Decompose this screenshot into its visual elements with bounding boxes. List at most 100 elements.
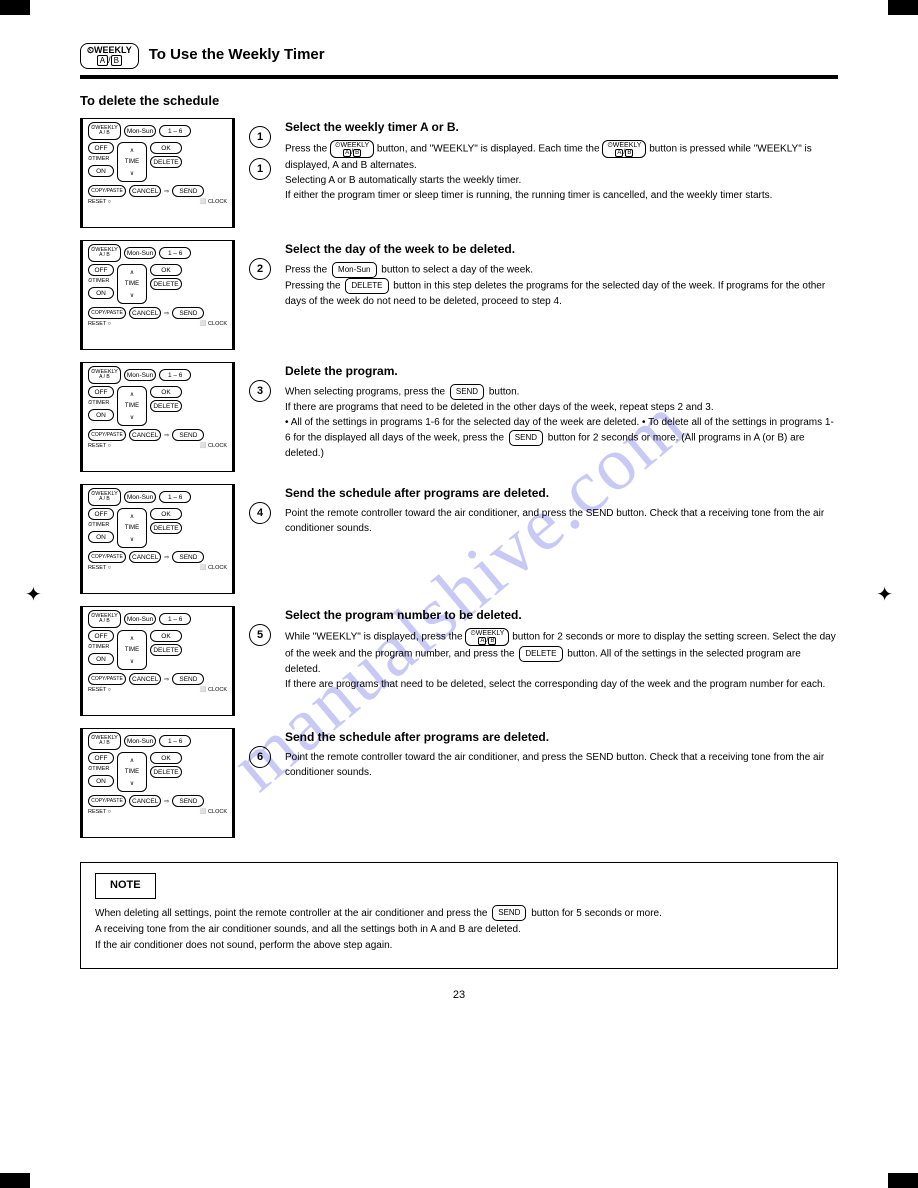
- inline-send-button: SEND: [509, 430, 543, 446]
- step-number-circle: 1: [249, 126, 271, 148]
- cancel-button: CANCEL: [129, 429, 161, 441]
- reset-label: RESET ○: [88, 321, 111, 327]
- mon-sun-button: Mon-Sun: [124, 369, 156, 381]
- inline-send-button: SEND: [450, 384, 484, 400]
- cancel-button: CANCEL: [129, 307, 161, 319]
- reset-label: RESET ○: [88, 199, 111, 205]
- off-button: OFF: [88, 142, 114, 154]
- inline-weekly-badge: ⏲WEEKLYA/B: [602, 140, 646, 158]
- ok-button: OK: [150, 142, 182, 154]
- delete-button: DELETE: [150, 400, 182, 412]
- crop-mark-tr: [888, 0, 918, 15]
- step-title: Delete the program.: [285, 362, 838, 380]
- on-button: ON: [88, 165, 114, 177]
- step-title: Select the weekly timer A or B.: [285, 118, 838, 136]
- copy-paste-button: COPY/PASTE: [88, 429, 126, 441]
- clock-label: ⬜ CLOCK: [200, 809, 227, 815]
- note-label: NOTE: [95, 873, 156, 899]
- one-six-button: 1 – 6: [159, 125, 191, 137]
- remote-illustration: ⏲WEEKLYA / B Mon-Sun 1 – 6 OFF ⏲TIMER ON…: [80, 362, 235, 472]
- step-title: Send the schedule after programs are del…: [285, 728, 838, 746]
- time-up-down: ∧TIME∨: [117, 752, 147, 792]
- off-button: OFF: [88, 752, 114, 764]
- delete-button: DELETE: [150, 156, 182, 168]
- step-body: Point the remote controller toward the a…: [285, 506, 838, 536]
- page-content: ⏲WEEKLY A/B To Use the Weekly Timer To d…: [80, 40, 838, 1128]
- on-button: ON: [88, 531, 114, 543]
- ok-button: OK: [150, 264, 182, 276]
- one-six-button: 1 – 6: [159, 247, 191, 259]
- one-six-button: 1 – 6: [159, 613, 191, 625]
- crop-mark-bl: [0, 1173, 30, 1188]
- time-up-down: ∧TIME∨: [117, 508, 147, 548]
- step-number-circle: 6: [249, 746, 271, 768]
- time-up-down: ∧TIME∨: [117, 386, 147, 426]
- step-row: ⏲WEEKLYA / B Mon-Sun 1 – 6 OFF ⏲TIMER ON…: [80, 118, 838, 228]
- inline-delete-button: DELETE: [345, 278, 388, 294]
- send-button: SEND: [172, 429, 204, 441]
- step-extra: If either the program timer or sleep tim…: [285, 188, 838, 203]
- off-button: OFF: [88, 508, 114, 520]
- inline-mon-sun-button: Mon-Sun: [332, 262, 376, 278]
- clock-label: ⬜ CLOCK: [200, 199, 227, 205]
- header-rule: [80, 75, 838, 79]
- on-button: ON: [88, 287, 114, 299]
- weekly-ab-button: ⏲WEEKLYA / B: [88, 366, 121, 384]
- weekly-ab-button: ⏲WEEKLYA / B: [88, 244, 121, 262]
- step-body: Press the ⏲WEEKLYA/B button, and "WEEKLY…: [285, 140, 838, 173]
- cancel-button: CANCEL: [129, 673, 161, 685]
- step-extra: Pressing the DELETE button in this step …: [285, 278, 838, 309]
- step-row: ⏲WEEKLYA / B Mon-Sun 1 – 6 OFF ⏲TIMER ON…: [80, 240, 838, 350]
- step-text: Delete the program.When selecting progra…: [285, 362, 838, 461]
- timer-label: ⏲TIMER: [88, 522, 114, 529]
- step-text: Send the schedule after programs are del…: [285, 728, 838, 780]
- mon-sun-button: Mon-Sun: [124, 247, 156, 259]
- step-title: Select the day of the week to be deleted…: [285, 240, 838, 258]
- step-row: ⏲WEEKLYA / B Mon-Sun 1 – 6 OFF ⏲TIMER ON…: [80, 362, 838, 472]
- step-number-circle: 5: [249, 624, 271, 646]
- on-button: ON: [88, 775, 114, 787]
- copy-paste-button: COPY/PASTE: [88, 551, 126, 563]
- reset-label: RESET ○: [88, 687, 111, 693]
- step-body: Point the remote controller toward the a…: [285, 750, 838, 780]
- time-up-down: ∧TIME∨: [117, 264, 147, 304]
- timer-label: ⏲TIMER: [88, 400, 114, 407]
- ok-button: OK: [150, 752, 182, 764]
- off-button: OFF: [88, 630, 114, 642]
- section-subtitle: To delete the schedule: [80, 93, 838, 108]
- timer-label: ⏲TIMER: [88, 766, 114, 773]
- step-extra: • All of the settings in programs 1-6 fo…: [285, 415, 838, 461]
- step-text: Select the weekly timer A or B. Press the…: [285, 118, 838, 203]
- step-row: ⏲WEEKLYA / B Mon-Sun 1 – 6 OFF ⏲TIMER ON…: [80, 484, 838, 594]
- badge-line2: A/B: [87, 56, 132, 66]
- copy-paste-button: COPY/PASTE: [88, 673, 126, 685]
- timer-label: ⏲TIMER: [88, 644, 114, 651]
- step-number-circle: 1: [249, 158, 271, 180]
- step-body: While "WEEKLY" is displayed, press the ⏲…: [285, 628, 838, 677]
- page-number: 23: [80, 989, 838, 1001]
- weekly-ab-button: ⏲WEEKLYA / B: [88, 610, 121, 628]
- ok-button: OK: [150, 630, 182, 642]
- registration-mark-left: ✦: [25, 582, 42, 607]
- weekly-ab-header-badge: ⏲WEEKLY A/B: [80, 43, 139, 69]
- step-number-circle: 3: [249, 380, 271, 402]
- timer-label: ⏲TIMER: [88, 278, 114, 285]
- delete-button: DELETE: [150, 278, 182, 290]
- copy-paste-button: COPY/PASTE: [88, 307, 126, 319]
- crop-mark-br: [888, 1173, 918, 1188]
- send-button: SEND: [172, 795, 204, 807]
- clock-label: ⬜ CLOCK: [200, 321, 227, 327]
- weekly-ab-button: ⏲WEEKLYA / B: [88, 732, 121, 750]
- remote-illustration: ⏲WEEKLYA / B Mon-Sun 1 – 6 OFF ⏲TIMER ON…: [80, 118, 235, 228]
- step-body: Press the Mon-Sun button to select a day…: [285, 262, 838, 278]
- clock-label: ⬜ CLOCK: [200, 687, 227, 693]
- delete-button: DELETE: [150, 522, 182, 534]
- delete-button: DELETE: [150, 766, 182, 778]
- copy-paste-button: COPY/PASTE: [88, 795, 126, 807]
- off-button: OFF: [88, 386, 114, 398]
- note-box: NOTE When deleting all settings, point t…: [80, 862, 838, 969]
- step-number-circle: 4: [249, 502, 271, 524]
- step-text: Send the schedule after programs are del…: [285, 484, 838, 536]
- step-extra: If there are programs that need to be de…: [285, 677, 838, 692]
- inline-weekly-badge: ⏲WEEKLYA/B: [330, 140, 374, 158]
